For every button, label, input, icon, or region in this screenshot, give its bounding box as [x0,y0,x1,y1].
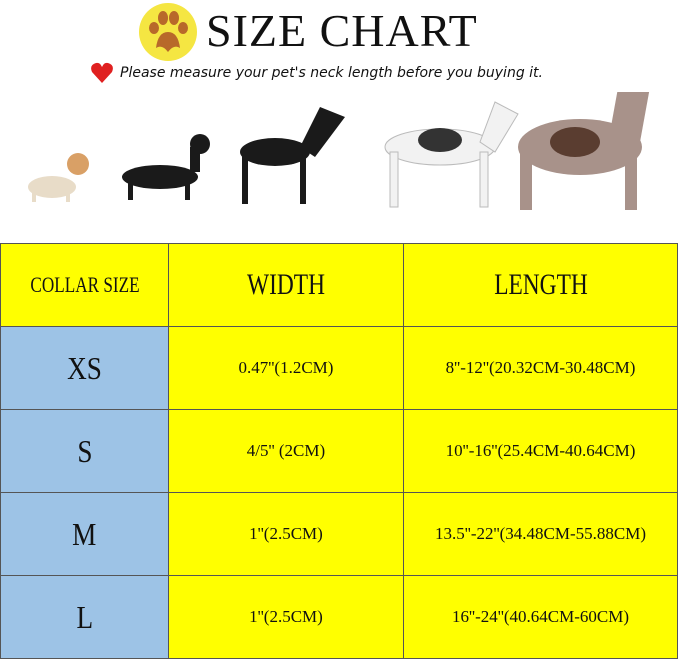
table-row: L 1''(2.5CM) 16''-24''(40.64CM-60CM) [0,575,678,659]
heart-icon [91,62,113,83]
dog-s [122,134,210,200]
table-row: S 4/5'' (2CM) 10''-16''(25.4CM-40.64CM) [0,409,678,493]
size-table: COLLAR SIZE WIDTH LENGTH XS 0.47''(1.2CM… [0,243,678,659]
dog-m [240,107,345,204]
length-cell: 8''-12''(20.32CM-30.48CM) [403,326,678,410]
table-row: M 1''(2.5CM) 13.5''-22''(34.48CM-55.88CM… [0,492,678,576]
width-cell: 1''(2.5CM) [168,492,404,576]
length-cell: 10''-16''(25.4CM-40.64CM) [403,409,678,493]
width-cell: 1''(2.5CM) [168,575,404,659]
page-title: SIZE CHART [206,5,478,56]
length-cell: 16''-24''(40.64CM-60CM) [403,575,678,659]
size-cell: S [0,409,169,493]
size-cell: XS [0,326,169,410]
length-cell: 13.5''-22''(34.48CM-55.88CM) [403,492,678,576]
table-row: XS 0.47''(1.2CM) 8''-12''(20.32CM-30.48C… [0,326,678,410]
paw-icon [139,3,197,61]
size-cell: L [0,575,169,659]
size-cell: M [0,492,169,576]
dogs-illustration [28,92,650,210]
measure-note-text: Please measure your pet's neck length be… [120,65,543,81]
width-cell: 0.47''(1.2CM) [168,326,404,410]
header-width: WIDTH [168,243,404,327]
table-header-row: COLLAR SIZE WIDTH LENGTH [0,243,678,327]
dog-l [384,101,519,208]
dog-xs [28,153,89,202]
header-length: LENGTH [403,243,678,327]
dog-xl [518,92,650,210]
measure-note: Please measure your pet's neck length be… [90,62,543,84]
header-collar-size: COLLAR SIZE [0,243,169,327]
width-cell: 4/5'' (2CM) [168,409,404,493]
